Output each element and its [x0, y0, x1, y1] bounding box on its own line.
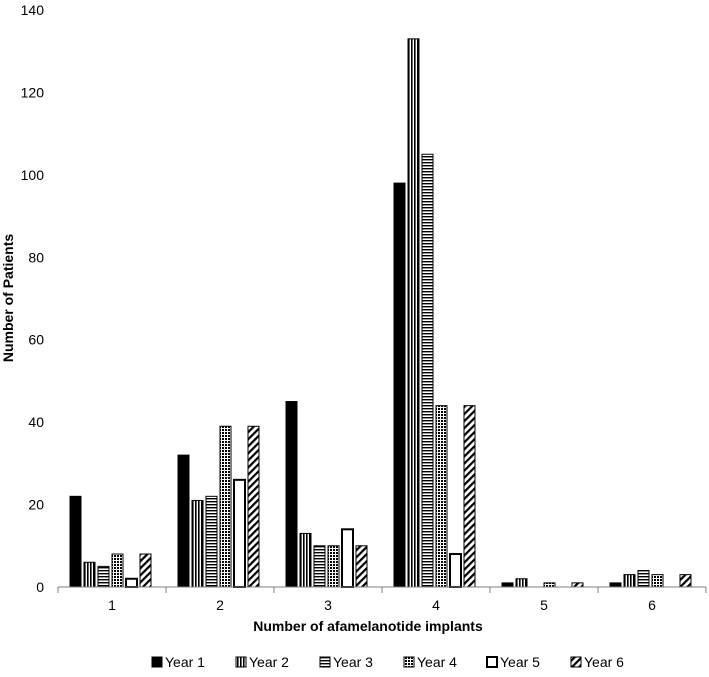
legend-swatch-year-4: [403, 656, 415, 668]
y-axis-ticks: 0 20 40 60 80 100 120 140: [21, 2, 45, 595]
bars: [69, 38, 692, 589]
legend-label-year-6: Year 6: [584, 654, 624, 670]
legend-label-year-1: Year 1: [165, 654, 205, 670]
bar-year-3-cat-2: [205, 495, 218, 588]
bar-year-6-cat-5: [571, 582, 584, 588]
x-tick-label: 4: [432, 597, 440, 613]
x-tick-label: 3: [324, 597, 332, 613]
y-tick-label: 40: [28, 414, 44, 430]
y-tick-label: 80: [28, 249, 44, 265]
y-tick-label: 20: [28, 497, 44, 513]
x-axis-title: Number of afamelanotide implants: [253, 618, 483, 634]
bar-year-2-cat-3: [299, 532, 312, 588]
legend-label-year-3: Year 3: [333, 654, 373, 670]
bar-year-6-cat-1: [139, 553, 152, 588]
bar-year-1-cat-6: [609, 582, 622, 588]
legend-label-year-5: Year 5: [500, 654, 540, 670]
y-tick-label: 100: [21, 167, 45, 183]
legend-swatch-year-3: [319, 656, 331, 668]
x-axis-ticks: 1 2 3 4 5 6: [108, 597, 656, 613]
x-tick-label: 2: [216, 597, 224, 613]
bar-year-4-cat-1: [111, 553, 124, 588]
bar-year-3-cat-4: [421, 153, 434, 588]
bar-year-6-cat-2: [247, 425, 260, 588]
bar-year-4-cat-6: [651, 574, 664, 588]
bar-year-5-cat-4: [449, 553, 462, 588]
bar-year-5-cat-1: [125, 577, 138, 588]
bar-year-6-cat-3: [355, 545, 368, 588]
y-axis-title: Number of Patients: [0, 234, 16, 363]
bar-year-1-cat-4: [393, 182, 406, 588]
bar-year-1-cat-5: [501, 582, 514, 588]
bar-year-2-cat-2: [191, 499, 204, 588]
x-tick-label: 1: [108, 597, 116, 613]
x-tick-label: 6: [648, 597, 656, 613]
axes: [57, 586, 707, 593]
y-tick-label: 60: [28, 332, 44, 348]
bar-year-3-cat-3: [313, 545, 326, 588]
x-tick-label: 5: [540, 597, 548, 613]
y-tick-label: 0: [36, 579, 44, 595]
bar-year-1-cat-2: [177, 454, 190, 588]
bar-year-6-cat-6: [679, 574, 692, 588]
bar-year-2-cat-4: [407, 38, 420, 588]
bar-year-1-cat-3: [285, 401, 298, 588]
bar-year-2-cat-1: [83, 561, 96, 588]
bar-year-2-cat-6: [623, 574, 636, 588]
bar-year-4-cat-4: [435, 405, 448, 588]
bar-year-5-cat-3: [341, 528, 354, 588]
legend-swatch-year-6: [570, 656, 582, 668]
bar-year-4-cat-5: [543, 582, 556, 588]
bar-year-4-cat-2: [219, 425, 232, 588]
bar-year-5-cat-2: [233, 478, 246, 589]
bar-year-6-cat-4: [463, 405, 476, 588]
y-tick-label: 120: [21, 84, 45, 100]
bar-year-3-cat-6: [637, 570, 650, 588]
y-tick-label: 140: [21, 2, 45, 18]
bar-year-1-cat-1: [69, 495, 82, 588]
legend-label-year-2: Year 2: [249, 654, 289, 670]
bar-year-2-cat-5: [515, 578, 528, 588]
bar-year-3-cat-1: [97, 565, 110, 588]
legend-label-year-4: Year 4: [417, 654, 457, 670]
legend: Year 1 Year 2 Year 3 Year 4 Year 5 Year 6: [151, 654, 624, 670]
legend-swatch-year-5: [486, 656, 498, 668]
legend-swatch-year-2: [235, 656, 247, 668]
legend-swatch-year-1: [151, 656, 163, 668]
bar-year-4-cat-3: [327, 545, 340, 588]
